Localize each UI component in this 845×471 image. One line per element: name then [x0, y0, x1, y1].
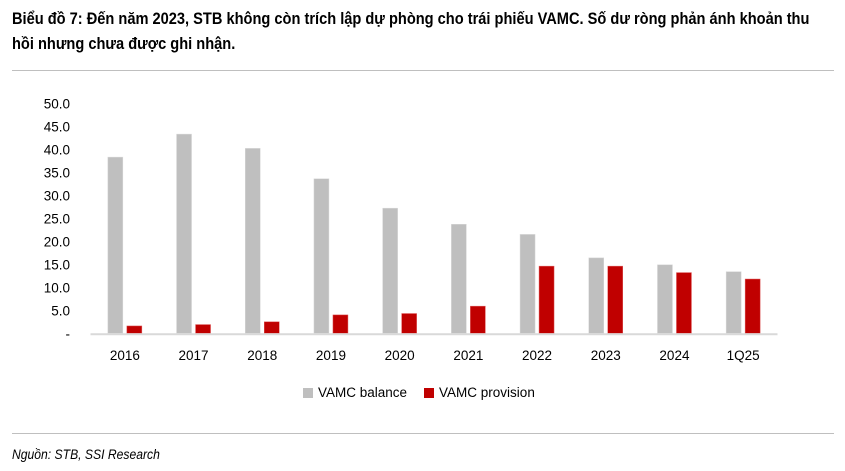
bar-provision-1Q25 [744, 278, 761, 334]
x-tick-label: 2022 [522, 348, 552, 363]
x-tick-label: 2019 [316, 348, 346, 363]
x-tick-label: 2018 [247, 348, 277, 363]
bar-balance-2018 [245, 148, 261, 334]
bar-provision-2020 [401, 313, 417, 334]
y-tick-label: - [66, 326, 71, 341]
legend-item-balance: VAMC balance [303, 385, 407, 400]
bar-balance-2024 [657, 264, 673, 334]
x-tick-label: 2016 [110, 348, 140, 363]
bar-balance-2023 [588, 257, 604, 334]
legend-swatch-balance [303, 387, 313, 398]
bottom-divider [12, 433, 834, 434]
y-tick-label: 20.0 [44, 234, 70, 249]
y-tick-label: 35.0 [44, 165, 70, 180]
legend-label-provision: VAMC provision [439, 385, 535, 400]
y-tick-label: 30.0 [44, 188, 70, 203]
bar-provision-2019 [332, 314, 349, 334]
top-divider [12, 70, 834, 71]
bar-provision-2022 [538, 265, 555, 334]
legend-item-provision: VAMC provision [424, 385, 535, 400]
y-tick-label: 5.0 [51, 303, 70, 318]
y-tick-label: 10.0 [44, 280, 70, 295]
bar-provision-2024 [676, 272, 692, 334]
bar-provision-2016 [126, 325, 143, 334]
bar-provision-2021 [470, 305, 486, 334]
bar-provision-2018 [264, 321, 280, 334]
y-tick-label: 40.0 [44, 142, 70, 157]
x-tick-label: 2020 [385, 348, 415, 363]
chart-title: Biểu đồ 7: Đến năm 2023, STB không còn t… [12, 9, 810, 53]
x-tick-label: 2017 [179, 348, 209, 363]
bar-balance-2020 [382, 207, 398, 334]
bar-balance-1Q25 [725, 271, 742, 334]
bar-provision-2023 [607, 265, 623, 334]
bar-balance-2017 [176, 133, 192, 334]
legend-label-balance: VAMC balance [318, 385, 408, 400]
legend: VAMC balance VAMC provision [303, 385, 552, 400]
bar-balance-2019 [313, 178, 330, 334]
x-tick-label: 2023 [591, 348, 621, 363]
y-tick-label: 25.0 [44, 211, 70, 226]
bar-balance-2016 [107, 156, 124, 334]
bar-chart: - 5.0 10.0 15.0 20.0 25.0 30.0 35.0 40.0 45.0 50.0… [44, 96, 778, 363]
y-tick-label: 15.0 [44, 257, 70, 272]
y-tick-label: 50.0 [44, 96, 70, 111]
x-tick-label: 1Q25 [727, 348, 760, 363]
bar-provision-2017 [195, 324, 211, 334]
source-note: Nguồn: STB, SSI Research [12, 447, 160, 462]
bar-balance-2021 [451, 224, 467, 334]
legend-swatch-provision [424, 387, 435, 398]
y-tick-label: 45.0 [44, 119, 70, 134]
x-tick-label: 2024 [659, 348, 690, 363]
bar-balance-2022 [519, 234, 536, 334]
x-tick-label: 2021 [453, 348, 483, 363]
